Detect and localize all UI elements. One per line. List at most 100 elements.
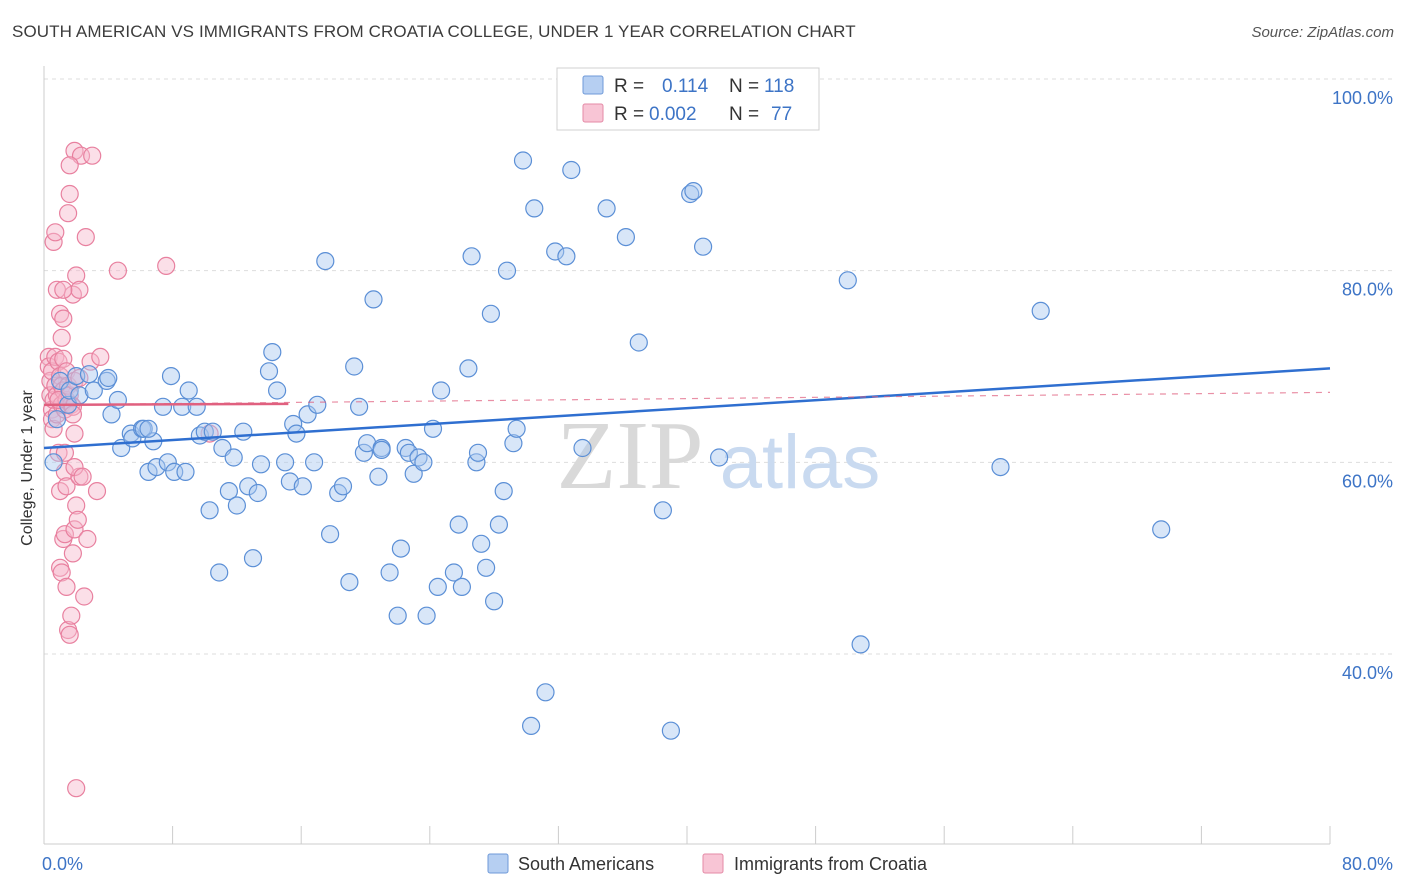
x-tick-label: 0.0% xyxy=(42,854,83,874)
croatia-point xyxy=(67,779,86,798)
south-american-point xyxy=(399,443,418,462)
series-legend-swatch-pink xyxy=(702,853,724,874)
south-american-point xyxy=(562,160,581,180)
croatia-point xyxy=(91,347,110,366)
legend-r-label-1: R = xyxy=(614,76,644,97)
south-american-point xyxy=(557,247,576,266)
south-american-point xyxy=(259,362,279,381)
y-tick-label: 80.0% xyxy=(1342,280,1393,300)
croatia-point xyxy=(70,280,89,299)
x-tick-label: 80.0% xyxy=(1342,854,1393,874)
south-american-point xyxy=(462,247,481,266)
croatia-point xyxy=(63,544,83,563)
croatia-point xyxy=(78,529,97,549)
croatia-point xyxy=(44,419,63,438)
south-american-point xyxy=(380,563,399,582)
croatia-point xyxy=(62,606,81,625)
croatia-point xyxy=(157,256,176,275)
south-american-point xyxy=(333,477,353,496)
south-american-point xyxy=(452,577,471,597)
croatia-point xyxy=(67,496,86,515)
croatia-point xyxy=(57,477,76,496)
south-american-point xyxy=(684,182,703,201)
south-american-point xyxy=(653,501,673,520)
south-american-point xyxy=(158,453,177,472)
south-american-point xyxy=(350,397,369,416)
south-american-point xyxy=(485,592,504,611)
south-american-point xyxy=(472,534,491,553)
south-american-point xyxy=(227,496,246,515)
croatia-point xyxy=(65,520,84,539)
croatia-point xyxy=(52,328,71,347)
south-american-point xyxy=(432,381,451,400)
series-legend-swatch-blue xyxy=(487,853,509,874)
south-american-point xyxy=(477,558,496,577)
south-american-point xyxy=(481,304,500,323)
watermark-atlas: atlas xyxy=(720,420,881,505)
south-american-point xyxy=(417,606,436,625)
croatia-point xyxy=(54,280,73,299)
south-american-point xyxy=(268,381,287,400)
legend-n-value-1: 118 xyxy=(764,76,794,97)
south-american-point xyxy=(521,716,541,736)
croatia-point xyxy=(65,424,84,443)
croatia-point xyxy=(60,625,79,644)
south-american-point xyxy=(316,252,335,271)
croatia-point xyxy=(75,587,94,606)
south-american-point xyxy=(173,397,192,416)
south-american-point xyxy=(84,381,103,400)
croatia-point xyxy=(67,266,86,285)
south-american-point xyxy=(293,477,312,496)
croatia-point xyxy=(68,510,87,529)
south-american-point xyxy=(459,359,478,378)
series-legend: South Americans Immigrants from Croatia xyxy=(487,853,928,874)
croatia-point xyxy=(58,204,78,223)
south-american-point xyxy=(340,572,359,592)
south-american-point xyxy=(468,443,488,462)
chart-title: SOUTH AMERICAN VS IMMIGRANTS FROM CROATI… xyxy=(12,22,856,41)
south-american-point xyxy=(203,422,222,441)
croatia-trend-line xyxy=(43,402,289,407)
y-tick-label: 100.0% xyxy=(1332,88,1393,108)
croatia-point xyxy=(73,467,92,486)
south-american-point xyxy=(239,477,258,496)
legend-r-value-2: 0.002 xyxy=(649,104,697,125)
south-american-point xyxy=(391,539,410,558)
south-american-point xyxy=(99,368,118,388)
y-tick-label: 40.0% xyxy=(1342,663,1393,683)
south-american-point xyxy=(210,563,229,582)
south-american-point xyxy=(467,453,486,472)
south-american-point xyxy=(428,577,447,597)
south-american-point xyxy=(243,549,263,568)
south-american-point xyxy=(108,390,128,410)
south-american-point xyxy=(161,367,181,386)
south-american-point xyxy=(616,228,636,247)
south-american-point xyxy=(838,271,857,290)
legend-swatch-pink xyxy=(582,103,604,123)
legend-n-value-2: 77 xyxy=(771,104,792,125)
south-american-point xyxy=(396,438,415,458)
south-american-point xyxy=(179,381,198,400)
croatia-point xyxy=(52,563,71,582)
south-american-point xyxy=(369,467,388,486)
south-american-point xyxy=(176,462,195,481)
south-american-point xyxy=(513,151,533,170)
source-credit: Source: ZipAtlas.com xyxy=(1251,24,1394,41)
south-american-point xyxy=(321,525,340,544)
legend-swatch-blue xyxy=(582,75,604,95)
axes xyxy=(43,66,1331,845)
south-american-point xyxy=(507,419,526,438)
legend-n-label-2: N = xyxy=(729,104,759,125)
south-american-point xyxy=(388,606,407,625)
south-american-point xyxy=(134,419,153,438)
south-american-point xyxy=(1152,520,1171,539)
croatia-point xyxy=(39,347,58,366)
y-tick-label: 60.0% xyxy=(1342,471,1393,491)
croatia-points xyxy=(39,141,219,798)
south-american-point xyxy=(525,199,544,218)
south-american-point xyxy=(97,371,116,390)
south-american-point xyxy=(597,199,616,218)
south-american-point xyxy=(444,563,463,582)
croatia-point xyxy=(57,577,76,597)
croatia-point xyxy=(83,146,102,165)
